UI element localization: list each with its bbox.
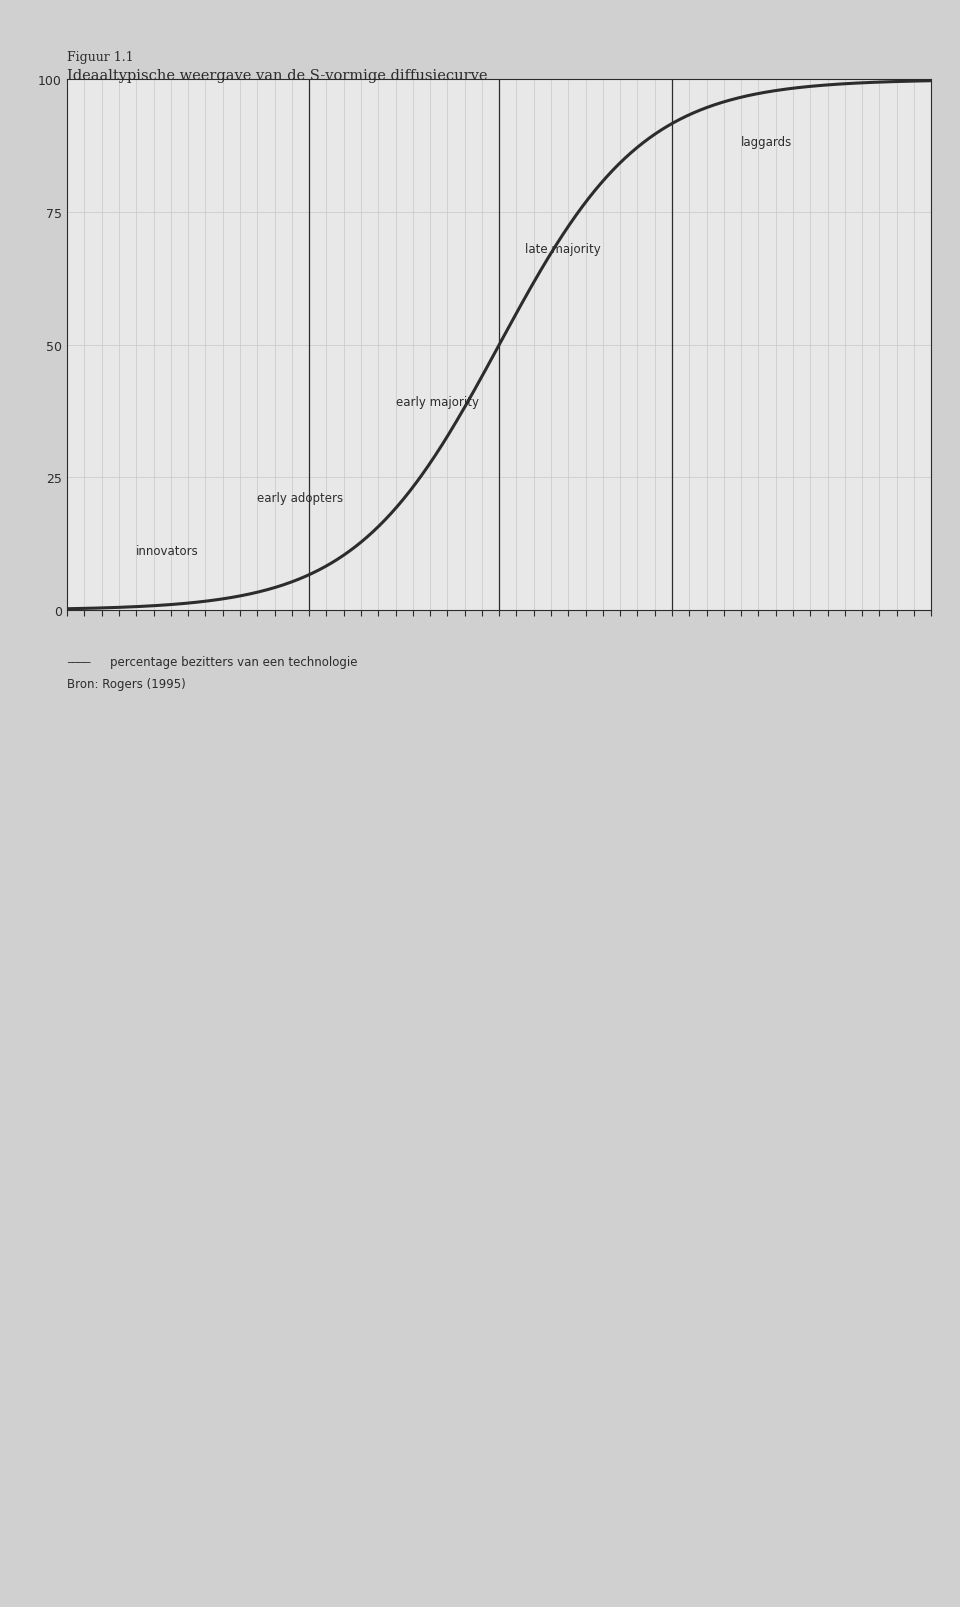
Text: late majority: late majority [525,243,601,256]
Text: early adopters: early adopters [257,492,344,505]
Text: ────: ──── [67,657,90,667]
Text: innovators: innovators [136,545,199,558]
Text: Figuur 1.1: Figuur 1.1 [67,51,133,64]
Text: Bron: Rogers (1995): Bron: Rogers (1995) [67,678,186,691]
Text: Ideaaltypische weergave van de S-vormige diffusiecurve: Ideaaltypische weergave van de S-vormige… [67,69,488,84]
Text: early majority: early majority [396,397,478,410]
Text: laggards: laggards [741,137,792,149]
Text: percentage bezitters van een technologie: percentage bezitters van een technologie [110,656,358,669]
